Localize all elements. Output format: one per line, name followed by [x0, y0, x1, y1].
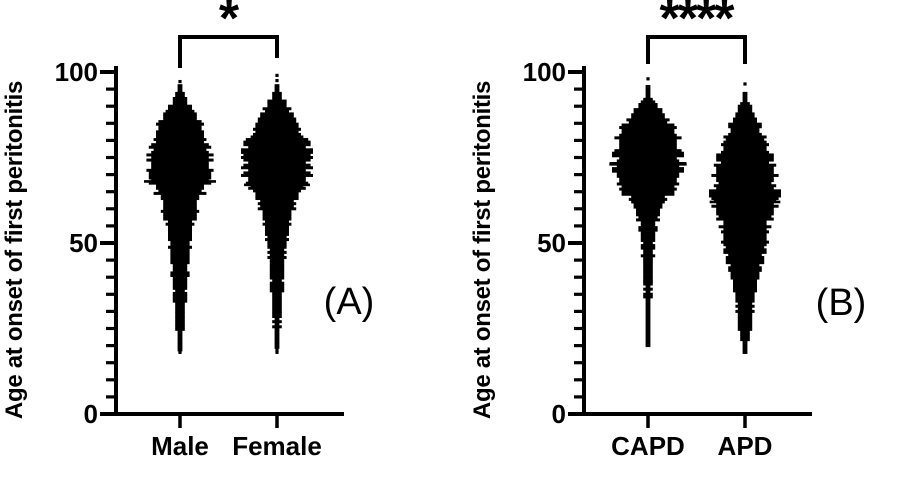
y-tick-label-0-b: 0 — [551, 399, 566, 429]
y-axis-label-b: Age at onset of first peritonitis — [469, 80, 496, 420]
y-tick-label-100-b: 100 — [522, 57, 566, 87]
panel-letter-a: (A) — [323, 281, 375, 323]
y-tick-label-0-a: 0 — [83, 399, 98, 429]
category-label-capd: CAPD — [611, 431, 685, 461]
significance-stars-b: **** — [659, 0, 735, 48]
y-tick-label-50-a: 50 — [69, 228, 98, 258]
y-axis-label-a: Age at onset of first peritonitis — [1, 80, 28, 420]
panel-letter-b: (B) — [815, 282, 867, 324]
y-tick-label-50-b: 50 — [537, 228, 566, 258]
y-tick-label-100-a: 100 — [54, 57, 98, 87]
category-label-female: Female — [232, 431, 322, 461]
category-label-apd: APD — [717, 431, 773, 461]
category-label-male: Male — [151, 431, 209, 461]
significance-stars-a: * — [218, 0, 239, 48]
